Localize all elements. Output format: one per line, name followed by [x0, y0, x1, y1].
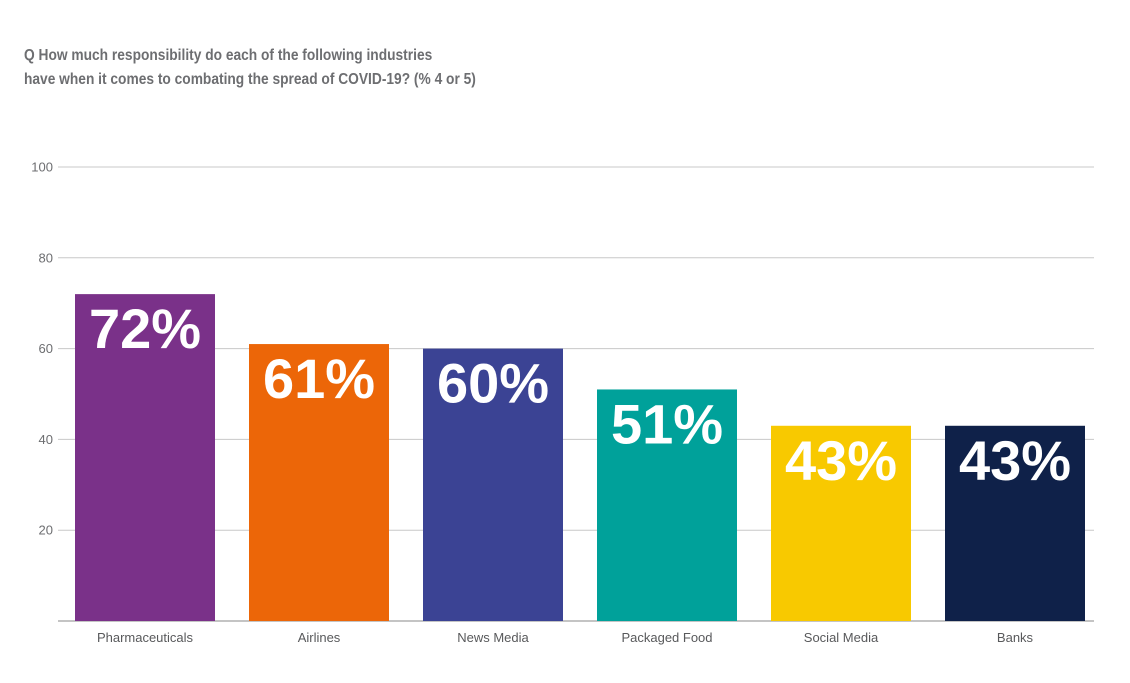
x-tick-label: Pharmaceuticals — [97, 630, 194, 645]
data-label: 61% — [263, 347, 375, 410]
bar-social-media — [771, 425, 911, 621]
bar-airlines — [249, 344, 389, 621]
y-tick-label: 40 — [39, 432, 53, 447]
data-label: 43% — [785, 429, 897, 492]
bar-news-media — [423, 348, 563, 621]
data-label: 72% — [89, 297, 201, 360]
x-tick-label: News Media — [457, 630, 529, 645]
data-labels: 72% 61% 60% 51% 43% 43% — [89, 297, 1071, 492]
bar-pharmaceuticals — [75, 294, 215, 621]
data-label: 51% — [611, 392, 723, 455]
y-tick-label: 20 — [39, 523, 53, 538]
chart-title-line-2: have when it comes to combating the spre… — [24, 71, 476, 88]
x-tick-label: Banks — [997, 630, 1034, 645]
chart-title: Q How much responsibility do each of the… — [24, 44, 626, 92]
y-tick-label: 80 — [39, 250, 53, 265]
data-label: 43% — [959, 429, 1071, 492]
gridlines — [58, 166, 1094, 622]
data-label: 60% — [437, 352, 549, 415]
bar-packaged-food — [597, 389, 737, 621]
x-tick-label: Airlines — [298, 630, 341, 645]
y-axis-ticks: 20 40 60 80 100 — [31, 160, 53, 538]
x-tick-label: Packaged Food — [621, 630, 712, 645]
chart-title-line-1: Q How much responsibility do each of the… — [24, 47, 433, 64]
y-tick-label: 60 — [39, 341, 53, 356]
x-tick-label: Social Media — [804, 630, 879, 645]
x-axis-labels: Pharmaceuticals Airlines News Media Package… — [97, 630, 1034, 645]
y-tick-label: 100 — [31, 160, 53, 175]
bars — [75, 294, 1085, 621]
bar-banks — [945, 425, 1085, 621]
